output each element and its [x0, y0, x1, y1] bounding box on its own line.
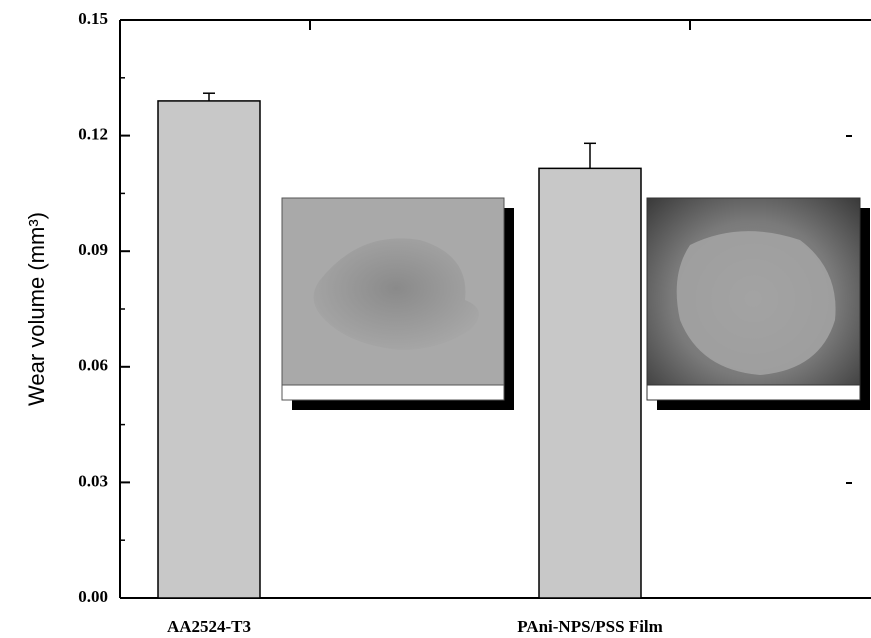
y-tick-label: 0.00 [78, 587, 108, 606]
y-tick-label: 0.15 [78, 9, 108, 28]
bar [157, 100, 261, 599]
sem-image-1 [281, 197, 514, 410]
y-tick-label: 0.03 [78, 471, 108, 490]
y-tick-label: 0.09 [78, 240, 108, 259]
y-tick-label: 0.06 [78, 356, 108, 375]
bar [538, 167, 642, 599]
x-tick-label: AA2524-T3 [167, 617, 251, 636]
y-axis-label: Wear volume (mm³) [24, 212, 49, 406]
error-bar [584, 142, 596, 169]
error-bar [203, 92, 215, 101]
y-tick-label: 0.12 [78, 125, 108, 144]
sem-image-2 [646, 197, 870, 410]
x-tick-label: PAni-NPS/PSS Film [517, 617, 663, 636]
